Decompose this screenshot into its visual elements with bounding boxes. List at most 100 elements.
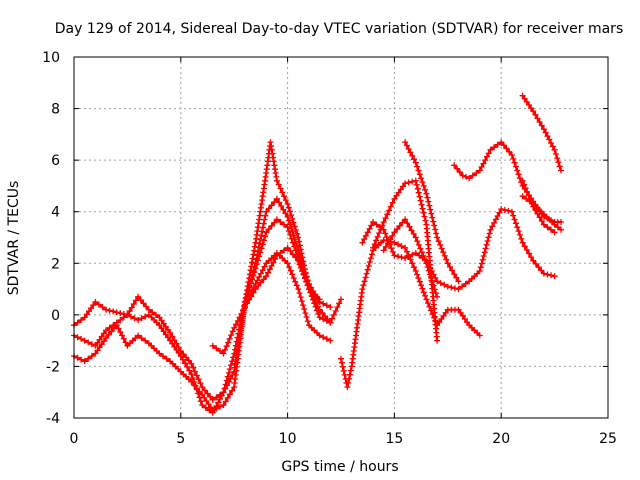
data-point (199, 402, 206, 409)
data-point (142, 337, 149, 344)
data-point (296, 242, 303, 249)
data-point (534, 115, 541, 122)
y-axis-label: SDTVAR / TECUs (6, 181, 22, 296)
data-point (376, 230, 383, 237)
data-point (380, 219, 387, 225)
data-point (284, 244, 291, 251)
data-point (103, 327, 109, 334)
data-point (340, 367, 347, 374)
data-point (407, 149, 414, 156)
data-point (291, 243, 298, 250)
data-point (319, 309, 326, 316)
data-point (83, 311, 90, 318)
data-point (241, 304, 248, 311)
data-point (290, 219, 297, 226)
data-point (165, 334, 171, 341)
data-point (113, 309, 120, 316)
data-point (256, 240, 263, 247)
data-point (377, 226, 384, 233)
data-point (484, 153, 490, 160)
data-point (189, 375, 196, 381)
data-point (81, 314, 88, 321)
data-point (540, 270, 547, 277)
data-point (284, 260, 291, 267)
data-point (444, 260, 451, 267)
data-point (261, 263, 268, 270)
data-point (412, 250, 419, 256)
data-point (373, 237, 380, 244)
data-point (551, 229, 558, 236)
data-point (211, 406, 218, 413)
data-point (302, 275, 308, 282)
data-point (322, 313, 328, 320)
data-point (96, 336, 103, 343)
data-point (273, 177, 280, 184)
data-point (498, 206, 505, 213)
data-point (514, 224, 521, 231)
data-point (316, 332, 323, 339)
data-point (292, 278, 299, 285)
data-point (149, 309, 156, 316)
data-point (454, 165, 461, 172)
data-point (258, 245, 265, 252)
data-point (300, 302, 306, 309)
data-point (414, 163, 421, 170)
data-point (202, 404, 209, 411)
data-point (538, 122, 545, 129)
data-point (487, 146, 494, 153)
data-point (440, 249, 447, 256)
data-point (395, 189, 402, 196)
data-point (231, 324, 238, 331)
data-point (366, 259, 373, 265)
series-track-j (380, 216, 441, 300)
data-point (117, 329, 124, 335)
data-point (231, 364, 238, 371)
data-point (99, 304, 106, 311)
data-point (379, 222, 386, 229)
data-point (303, 314, 310, 321)
data-point (479, 256, 486, 263)
data-point (552, 151, 559, 157)
data-point (228, 362, 234, 369)
data-point (403, 248, 410, 255)
data-point (224, 373, 231, 380)
data-point (423, 190, 430, 197)
data-point (272, 170, 279, 176)
y-tick-label: -4 (46, 411, 60, 427)
data-point (428, 275, 435, 282)
data-point (217, 348, 223, 354)
x-tick-label: 15 (385, 431, 403, 447)
data-point (273, 216, 280, 223)
series-track-a (71, 139, 334, 414)
data-point (140, 300, 147, 307)
data-point (469, 172, 476, 179)
data-point (98, 333, 105, 340)
data-point (320, 300, 327, 307)
data-point (292, 254, 299, 261)
data-point (409, 152, 416, 159)
data-point (251, 247, 258, 254)
data-point (282, 197, 289, 204)
data-point (327, 319, 334, 326)
data-point (480, 160, 487, 167)
data-point (297, 264, 304, 271)
data-point (307, 289, 314, 296)
data-point (459, 172, 466, 179)
data-point (419, 285, 426, 292)
data-point (548, 226, 554, 233)
data-point (120, 335, 127, 342)
data-point (113, 319, 120, 326)
data-point (451, 285, 458, 292)
data-point (195, 376, 202, 383)
data-point (435, 238, 442, 245)
data-point (226, 335, 233, 342)
data-point (276, 199, 283, 206)
data-point (81, 337, 88, 344)
data-point (278, 203, 285, 209)
data-point (548, 140, 554, 146)
data-point (418, 201, 425, 208)
data-point (74, 354, 81, 361)
data-point (420, 182, 427, 189)
data-point (544, 133, 551, 140)
data-point (296, 290, 303, 297)
